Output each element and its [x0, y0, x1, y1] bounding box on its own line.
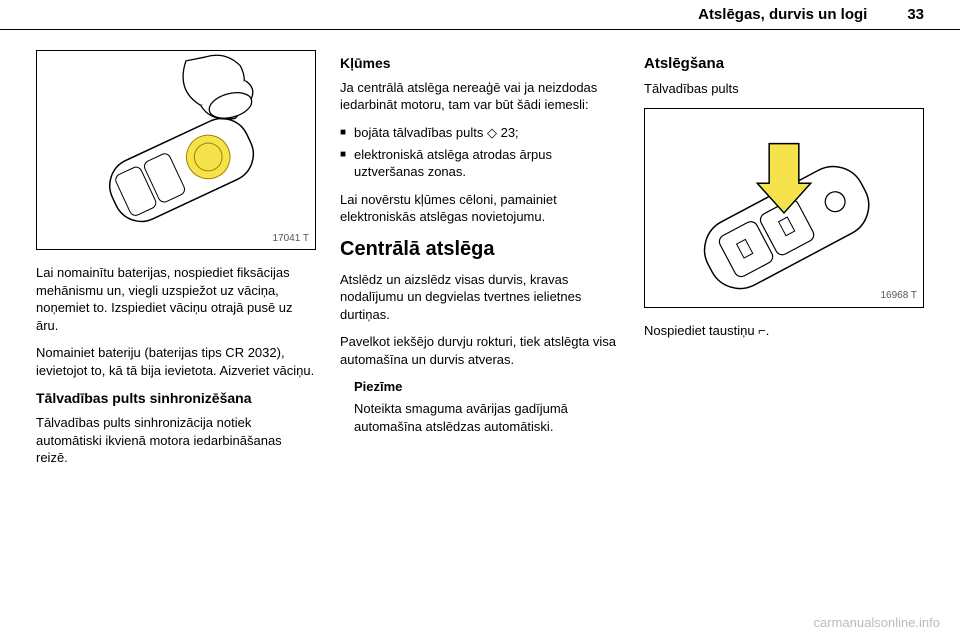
- keyfob-battery-illustration: [37, 51, 315, 249]
- col3-p2: Nospiediet taustiņu ⌐.: [644, 322, 924, 340]
- page-content: 17041 T Lai nomainītu baterijas, nospied…: [0, 30, 960, 487]
- figure-battery-replace: 17041 T: [36, 50, 316, 250]
- col2-sub1: Kļūmes: [340, 54, 620, 73]
- col3-subheading: Atslēgšana: [644, 54, 924, 74]
- note-title: Piezīme: [354, 378, 614, 396]
- figure-label: 17041 T: [272, 232, 309, 246]
- page-header: Atslēgas, durvis un logi 33: [0, 0, 960, 30]
- note-body: Noteikta smaguma avārijas gadījumā autom…: [354, 400, 614, 435]
- figure-unlock: 16968 T: [644, 108, 924, 308]
- figure-label: 16968 T: [880, 289, 917, 303]
- bullet-item: elektroniskā atslēga atrodas ārpus uztve…: [340, 146, 620, 181]
- column-1: 17041 T Lai nomainītu baterijas, nospied…: [36, 50, 316, 477]
- column-2: Kļūmes Ja centrālā atslēga nereaģē vai j…: [340, 50, 620, 477]
- col2-p1: Ja centrālā atslēga nereaģē vai ja neizd…: [340, 79, 620, 114]
- col1-p2: Nomainiet bateriju (baterijas tips CR 20…: [36, 344, 316, 379]
- page-number: 33: [907, 6, 924, 23]
- col2-section-heading: Centrālā atslēga: [340, 236, 620, 263]
- col2-p2: Lai novērstu kļūmes cēloni, pamainiet el…: [340, 191, 620, 226]
- col1-p1: Lai nomainītu baterijas, nospiediet fiks…: [36, 264, 316, 334]
- watermark-text: carmanualsonline.info: [814, 615, 940, 630]
- col1-subheading: Tālvadības pults sinhronizēšana: [36, 389, 316, 408]
- col3-p1: Tālvadības pults: [644, 80, 924, 98]
- header-title: Atslēgas, durvis un logi: [698, 6, 867, 23]
- note-box: Piezīme Noteikta smaguma avārijas gadīju…: [340, 378, 620, 435]
- column-3: Atslēgšana Tālvadības pults: [644, 50, 924, 477]
- keyfob-unlock-illustration: [645, 109, 923, 307]
- bullet-item: bojāta tālvadības pults ◇ 23;: [340, 124, 620, 142]
- col1-p3: Tālvadības pults sinhronizācija notiek a…: [36, 414, 316, 467]
- col2-p3: Atslēdz un aizslēdz visas durvis, kravas…: [340, 271, 620, 324]
- col2-p4: Pavelkot iekšējo durvju rokturi, tiek at…: [340, 333, 620, 368]
- col2-bullets: bojāta tālvadības pults ◇ 23; elektronis…: [340, 124, 620, 181]
